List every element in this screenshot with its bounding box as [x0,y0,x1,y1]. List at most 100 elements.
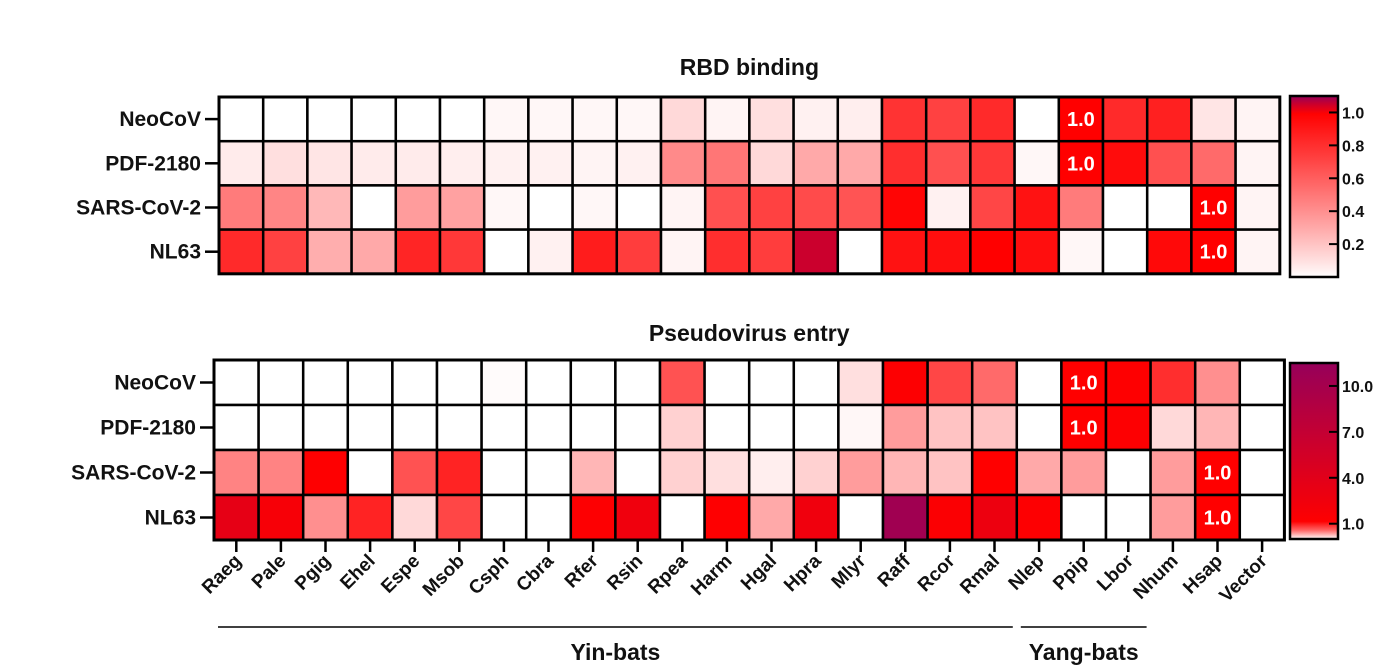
heatmap-cell [969,228,1016,276]
heatmap-cell [212,403,260,452]
heatmap-cell [1238,448,1286,497]
heatmap-cell [1190,139,1237,187]
cell-value-label: 1.0 [1200,198,1228,220]
heatmap-cell [792,448,840,497]
heatmap-cell [659,228,707,276]
heatmap-cell [926,358,974,407]
heatmap-cell [924,184,972,231]
heatmap-cell [571,184,619,231]
heatmap-cell [217,228,265,276]
heatmap-cell [747,448,796,497]
column-label: Pgig [291,551,335,595]
cell-value-label: 1.0 [1067,109,1095,131]
heatmap-cell [703,493,751,542]
heatmap-title: Pseudovirus entry [649,320,850,346]
heatmap-cell [969,184,1016,231]
column-label: Hgal [737,551,781,595]
heatmap-cell [1145,184,1193,231]
heatmap-cell [880,139,928,187]
colorbar-tick-label: 0.2 [1342,237,1364,254]
column-label: Rmal [956,551,1004,599]
heatmap-cell [1234,95,1282,143]
heatmap-cell [346,358,394,407]
heatmap-cell [614,448,662,497]
heatmap-cell [212,493,260,542]
heatmap-cell [881,403,929,452]
column-label: Csph [465,551,513,599]
heatmap-cell [1060,358,1108,407]
heatmap-cell [614,358,662,407]
heatmap-cell [391,493,439,542]
group-label: Yin-bats [570,639,660,665]
heatmap-cell [659,95,707,143]
heatmap-cell [836,139,884,187]
heatmap-cell [1149,403,1197,452]
heatmap-cell [748,139,795,187]
heatmap-cell [480,493,528,542]
heatmap-cell [482,184,530,231]
heatmap-cell [482,139,530,187]
heatmap-cell [1145,228,1193,276]
heatmap-cell [1104,358,1152,407]
heatmap-cell [346,403,394,452]
column-label: Rfer [561,550,603,592]
cell-value-label: 1.0 [1204,508,1232,530]
heatmap-cell [306,95,353,143]
heatmap-cell [926,493,974,542]
colorbar-tick-label: 0.4 [1342,204,1364,221]
heatmap-cell [880,228,928,276]
heatmap-cell [970,448,1019,497]
heatmap-cell [527,95,574,143]
heatmap-cell [1060,448,1108,497]
heatmap-cell [212,358,260,407]
heatmap-cell [1190,95,1237,143]
heatmap-cell [1149,493,1197,542]
heatmap-cell [748,184,795,231]
heatmap-cell [527,184,574,231]
heatmap-cell [615,184,663,231]
heatmap-cell [1234,184,1282,231]
heatmap-cell [1015,493,1063,542]
heatmap-cell [571,139,619,187]
heatmap-cell [571,95,619,143]
row-label: SARS-CoV-2 [76,197,201,220]
heatmap-cell [1145,95,1193,143]
column-label: Raff [874,550,915,591]
heatmap-cell [1013,139,1061,187]
heatmap-cell [301,493,350,542]
cell-value-label: 1.0 [1067,153,1095,175]
row-label: NL63 [145,507,196,530]
heatmap-border [212,358,1286,542]
heatmap-cell [703,184,751,231]
row-label: PDF-2180 [105,152,201,175]
colorbar-tick-label: 10.0 [1342,379,1373,396]
heatmap-cell [524,358,573,407]
heatmap-cell [438,228,486,276]
heatmap-cell [658,448,706,497]
heatmap-cell [792,184,840,231]
heatmap-cell [480,448,528,497]
heatmap-cell [1013,95,1061,143]
heatmap-cell [1193,358,1242,407]
column-label: Rpea [644,550,692,598]
heatmap-cell [1104,403,1152,452]
column-label: Ehel [336,551,379,594]
heatmap-cell [1238,403,1286,452]
heatmap-cell [438,95,486,143]
heatmap-cell [747,403,796,452]
heatmap-cell [615,228,663,276]
heatmap-cell [926,448,974,497]
heatmap-cell [394,95,442,143]
heatmap-cell [569,448,617,497]
heatmap-cell [659,184,707,231]
heatmap-cell [792,403,840,452]
column-label: Raeg [198,551,246,599]
heatmap-cell [703,95,751,143]
colorbar-tick-label: 4.0 [1342,471,1364,488]
heatmap-cell [569,358,617,407]
heatmap-cell [257,358,305,407]
heatmap-cell [1013,184,1061,231]
heatmap-cell [482,95,530,143]
heatmap-cell [394,139,442,187]
